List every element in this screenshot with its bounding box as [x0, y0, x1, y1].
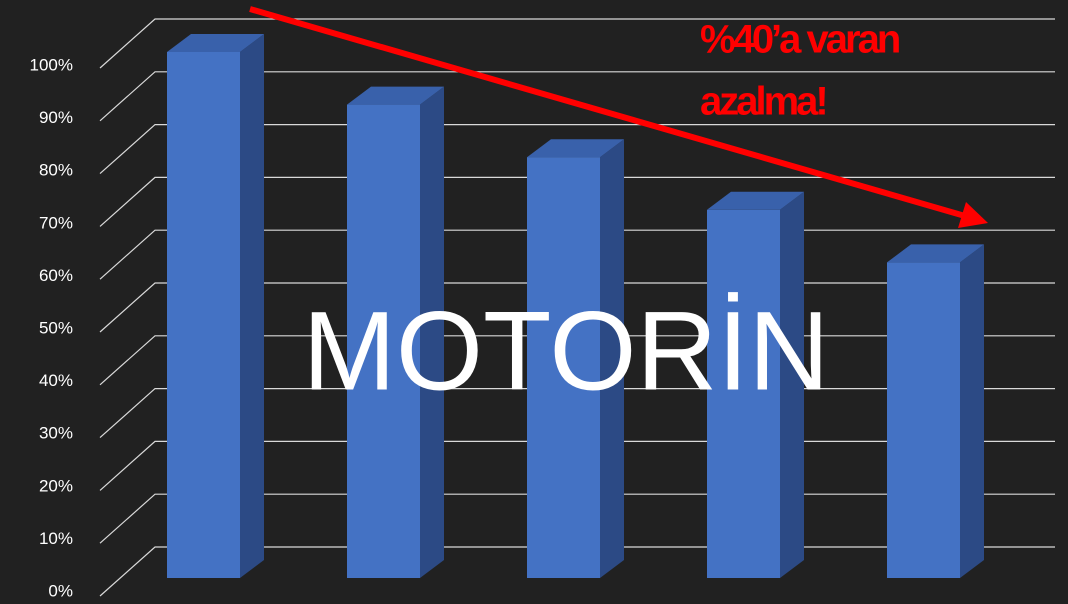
bar-front — [527, 157, 600, 578]
annotation: azalma! — [700, 80, 826, 124]
bar-top — [167, 34, 264, 52]
bar — [167, 34, 264, 578]
grid-line — [99, 176, 1055, 227]
bar-side — [960, 244, 984, 578]
y-tick-label: 10% — [39, 529, 73, 548]
bar — [527, 139, 624, 578]
y-tick-label: 0% — [48, 581, 73, 600]
bar-front — [707, 209, 780, 579]
bar-top — [347, 86, 444, 105]
bar-front — [347, 104, 420, 578]
bar — [347, 86, 444, 578]
bar-top — [707, 191, 804, 210]
bar-top — [527, 139, 624, 158]
bar-side — [780, 191, 804, 579]
bar — [887, 244, 984, 578]
y-tick-label: 50% — [39, 318, 73, 337]
bar-side — [600, 139, 624, 578]
y-tick-label: 60% — [39, 266, 73, 285]
bar-front — [887, 262, 960, 578]
bar-side — [420, 86, 444, 578]
y-tick-label: 40% — [39, 371, 73, 390]
trend-arrow — [249, 6, 966, 219]
bar-front — [167, 52, 240, 578]
arrow-head — [958, 202, 988, 228]
grid-line — [99, 18, 1055, 69]
overlay-text: MOTORİN — [303, 289, 830, 414]
y-tick-label: 70% — [39, 213, 73, 232]
y-tick-label: 30% — [39, 424, 73, 443]
bar — [707, 191, 804, 579]
bar-side — [240, 34, 264, 578]
y-tick-label: 80% — [39, 161, 73, 180]
bar-top — [887, 244, 984, 263]
y-tick-label: 90% — [39, 108, 73, 127]
annotation: %40’a varan — [700, 18, 899, 62]
y-tick-label: 100% — [30, 55, 73, 74]
grid-line — [99, 71, 1055, 122]
y-tick-label: 20% — [39, 476, 73, 495]
grid-line — [99, 124, 1055, 175]
